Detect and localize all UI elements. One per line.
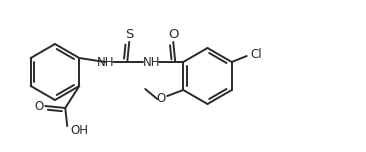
Text: NH: NH [97, 55, 115, 69]
Text: Cl: Cl [250, 47, 262, 60]
Text: S: S [125, 29, 134, 41]
Text: OH: OH [70, 124, 88, 136]
Text: O: O [168, 29, 179, 41]
Text: NH: NH [143, 55, 161, 69]
Text: O: O [157, 93, 166, 105]
Text: O: O [35, 100, 44, 112]
